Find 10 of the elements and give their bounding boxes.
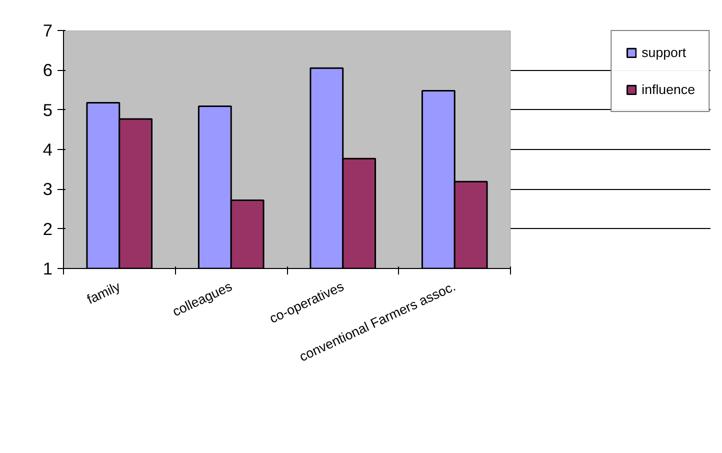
- y-tick-label: 4: [42, 140, 53, 160]
- y-tick-label: 3: [42, 179, 53, 200]
- y-tick-label: 2: [42, 218, 53, 239]
- y-tick-label: 5: [42, 100, 53, 120]
- y-tick-label: 6: [42, 60, 53, 80]
- y-tick-label: 1: [42, 258, 53, 278]
- legend-label: influence: [642, 82, 695, 97]
- x-tick-label: family: [84, 278, 123, 308]
- y-tick-label: 7: [42, 20, 53, 40]
- legend-label: support: [642, 45, 686, 60]
